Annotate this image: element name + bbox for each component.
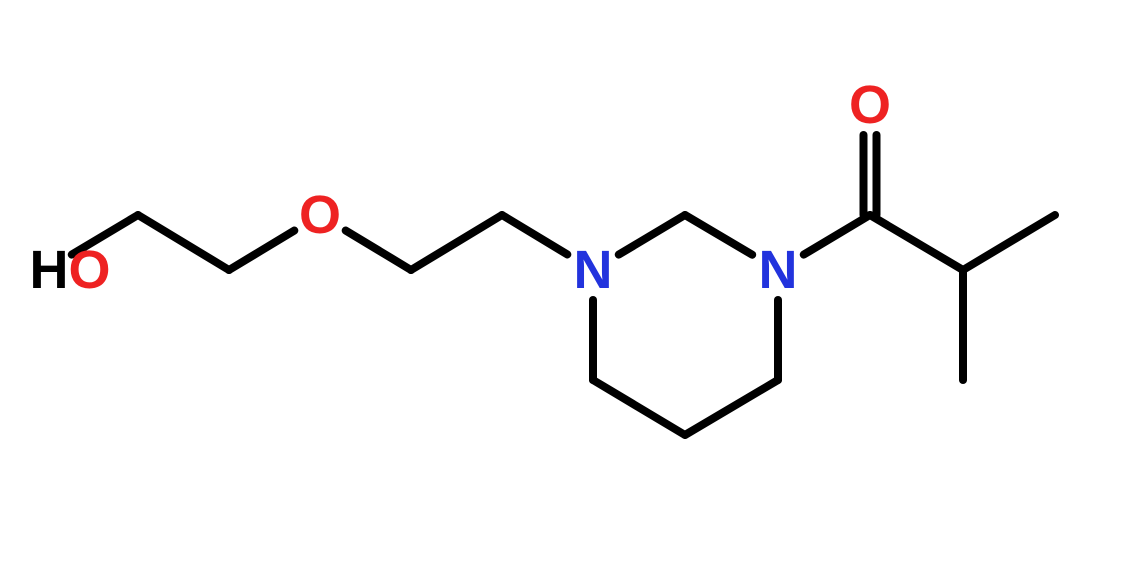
bond — [138, 215, 229, 270]
bond — [502, 215, 567, 254]
atom-label-n: N — [574, 240, 613, 300]
molecule-diagram: HO O N N O — [0, 0, 1140, 567]
bond — [229, 231, 294, 270]
atom-label-o: O — [299, 185, 341, 245]
bond — [685, 380, 778, 435]
atom-label-o: O — [849, 75, 891, 135]
bond — [619, 215, 685, 255]
bond — [411, 215, 502, 270]
bond — [685, 215, 752, 255]
bond — [593, 380, 685, 435]
bond — [346, 231, 411, 270]
atom-label-o: HO — [29, 240, 110, 300]
bond — [804, 215, 870, 255]
bond — [870, 215, 963, 270]
bond — [963, 215, 1055, 270]
atom-label-n: N — [759, 240, 798, 300]
